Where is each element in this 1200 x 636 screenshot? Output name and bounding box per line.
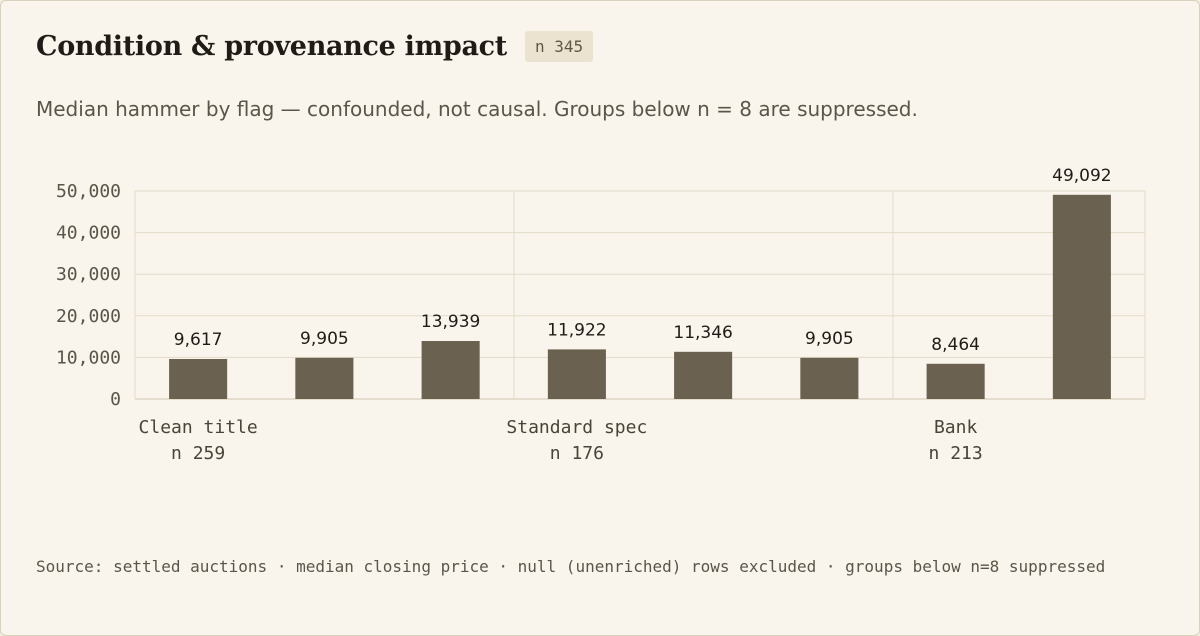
sample-size-badge: n 345 bbox=[524, 31, 594, 62]
bar bbox=[800, 357, 859, 399]
source-footnote: Source: settled auctions · median closin… bbox=[36, 557, 1106, 576]
bar bbox=[926, 363, 985, 399]
group-label: Clean title bbox=[139, 417, 258, 438]
y-tick-label: 30,000 bbox=[56, 264, 121, 285]
y-tick-label: 40,000 bbox=[56, 223, 121, 244]
bar bbox=[1052, 194, 1111, 399]
bar-value-label: 11,922 bbox=[547, 320, 606, 340]
group-label: Standard spec bbox=[506, 417, 647, 438]
bar bbox=[674, 351, 733, 399]
bar bbox=[421, 341, 480, 399]
group-n-label: n 213 bbox=[929, 443, 983, 464]
bar-value-label: 9,905 bbox=[300, 329, 349, 349]
y-tick-label: 10,000 bbox=[56, 347, 121, 368]
chart-title: Condition & provenance impact bbox=[36, 31, 507, 62]
bar-value-label: 13,939 bbox=[421, 312, 480, 332]
group-label: Bank bbox=[934, 417, 978, 438]
bar bbox=[295, 357, 354, 399]
group-n-label: n 176 bbox=[550, 443, 604, 464]
bar bbox=[547, 349, 606, 399]
bar-value-label: 8,464 bbox=[931, 335, 980, 355]
y-tick-label: 20,000 bbox=[56, 306, 121, 327]
group-n-label: n 259 bbox=[171, 443, 225, 464]
bar-value-label: 9,905 bbox=[805, 329, 854, 349]
bar-value-label: 49,092 bbox=[1052, 166, 1111, 186]
bar-value-label: 11,346 bbox=[673, 323, 732, 343]
bar-chart: 0 10,000 20,000 30,000 40,000 50,000 9,617 9,90… bbox=[56, 166, 1146, 464]
chart-subtitle: Median hammer by flag — confounded, not … bbox=[36, 97, 918, 121]
bar-value-label: 9,617 bbox=[174, 330, 223, 350]
y-tick-label: 0 bbox=[110, 389, 121, 410]
chart-header: Condition & provenance impact n 345 bbox=[36, 31, 594, 62]
y-tick-label: 50,000 bbox=[56, 181, 121, 202]
bar bbox=[169, 358, 228, 399]
